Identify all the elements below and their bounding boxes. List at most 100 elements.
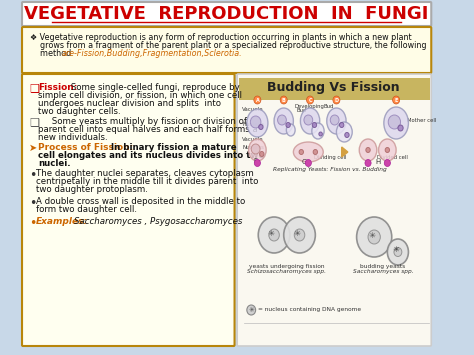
Text: Replicating Yeasts: Fission vs. Budding: Replicating Yeasts: Fission vs. Budding bbox=[273, 167, 387, 172]
Circle shape bbox=[260, 152, 264, 157]
Text: = nucleus containing DNA genome: = nucleus containing DNA genome bbox=[258, 307, 361, 312]
Ellipse shape bbox=[293, 142, 323, 162]
Text: ✳: ✳ bbox=[248, 307, 254, 313]
Text: Mother cell: Mother cell bbox=[407, 118, 436, 123]
Circle shape bbox=[247, 305, 255, 315]
Text: Saccharomyces spp.: Saccharomyces spp. bbox=[353, 269, 413, 274]
Ellipse shape bbox=[248, 139, 266, 161]
Text: In binary fission a mature: In binary fission a mature bbox=[111, 143, 237, 152]
Ellipse shape bbox=[379, 139, 396, 161]
Ellipse shape bbox=[247, 109, 268, 137]
Text: ❑: ❑ bbox=[29, 117, 39, 127]
Circle shape bbox=[384, 159, 391, 166]
Circle shape bbox=[398, 125, 403, 131]
Text: ✳: ✳ bbox=[368, 230, 375, 240]
Text: A: A bbox=[255, 98, 259, 103]
Circle shape bbox=[394, 247, 402, 257]
Text: E: E bbox=[394, 98, 398, 103]
Circle shape bbox=[254, 96, 261, 104]
Text: nuclei.: nuclei. bbox=[38, 159, 71, 168]
Text: simple cell division, or fission, in which one cell: simple cell division, or fission, in whi… bbox=[38, 91, 242, 100]
Ellipse shape bbox=[258, 217, 290, 253]
Text: Dividing cell: Dividing cell bbox=[314, 155, 347, 160]
Ellipse shape bbox=[274, 108, 293, 134]
Text: yeasts undergoing fission: yeasts undergoing fission bbox=[248, 264, 324, 269]
Text: ✳: ✳ bbox=[268, 229, 275, 237]
Text: Schizosaccharomyces spp.: Schizosaccharomyces spp. bbox=[247, 269, 326, 274]
Text: centripetally in the middle till it divides parent  into: centripetally in the middle till it divi… bbox=[36, 177, 258, 186]
Text: two daughter cells.: two daughter cells. bbox=[38, 107, 120, 116]
Text: Process of Fission:: Process of Fission: bbox=[38, 143, 133, 152]
Text: •: • bbox=[29, 217, 36, 230]
Text: form two daughter cell.: form two daughter cell. bbox=[36, 205, 137, 214]
Circle shape bbox=[368, 230, 380, 244]
Ellipse shape bbox=[301, 108, 320, 134]
Text: parent cell into equal halves and each half forms a: parent cell into equal halves and each h… bbox=[38, 125, 257, 134]
Text: F: F bbox=[253, 158, 257, 164]
Text: Saccharomyces , Psygosaccharomyces: Saccharomyces , Psygosaccharomyces bbox=[74, 217, 242, 226]
Circle shape bbox=[345, 132, 349, 137]
Text: Some single-celled fungi, reproduce by: Some single-celled fungi, reproduce by bbox=[68, 83, 239, 92]
Text: ❑: ❑ bbox=[29, 83, 39, 93]
Text: grows from a fragment of the parent plant or a specialized reproductive structur: grows from a fragment of the parent plan… bbox=[30, 41, 427, 50]
Text: G: G bbox=[301, 159, 307, 165]
Circle shape bbox=[330, 115, 339, 125]
Text: two daughter protoplasm.: two daughter protoplasm. bbox=[36, 185, 148, 194]
Circle shape bbox=[385, 147, 390, 153]
Text: Examples:: Examples: bbox=[36, 217, 88, 226]
Text: H: H bbox=[375, 159, 380, 165]
Text: budding yeasts: budding yeasts bbox=[360, 264, 406, 269]
Text: are-Fission,Budding,Fragmentation,Sclerotia.: are-Fission,Budding,Fragmentation,Sclero… bbox=[62, 49, 242, 58]
FancyBboxPatch shape bbox=[239, 78, 429, 100]
Text: Vacuole: Vacuole bbox=[243, 107, 264, 112]
Circle shape bbox=[312, 122, 317, 127]
Circle shape bbox=[269, 229, 279, 241]
Circle shape bbox=[305, 159, 311, 166]
Text: B: B bbox=[282, 98, 286, 103]
Text: Some yeasts multiply by fission or division of: Some yeasts multiply by fission or divis… bbox=[38, 117, 247, 126]
Text: Bud: Bud bbox=[296, 108, 306, 113]
Ellipse shape bbox=[359, 139, 377, 161]
FancyBboxPatch shape bbox=[237, 74, 431, 346]
Ellipse shape bbox=[286, 124, 295, 136]
Ellipse shape bbox=[327, 108, 346, 134]
Ellipse shape bbox=[284, 217, 315, 253]
Text: undergoes nuclear division and splits  into: undergoes nuclear division and splits in… bbox=[38, 99, 221, 108]
Text: Vacuole: Vacuole bbox=[243, 137, 264, 142]
Text: •: • bbox=[29, 169, 36, 182]
Circle shape bbox=[319, 132, 322, 136]
Text: ❖ Vegetative reproduction is any form of reproduction occurring in plants in whi: ❖ Vegetative reproduction is any form of… bbox=[30, 33, 411, 42]
Circle shape bbox=[333, 96, 340, 104]
Text: VEGETATIVE  REPRODUCTION  IN  FUNGI: VEGETATIVE REPRODUCTION IN FUNGI bbox=[25, 5, 429, 23]
Polygon shape bbox=[342, 147, 348, 157]
Text: Fission:: Fission: bbox=[38, 83, 77, 92]
Text: •: • bbox=[29, 197, 36, 210]
FancyBboxPatch shape bbox=[22, 2, 431, 26]
Circle shape bbox=[294, 229, 305, 241]
Ellipse shape bbox=[312, 123, 324, 139]
Text: Nucleus: Nucleus bbox=[243, 122, 264, 127]
Text: Developing: Developing bbox=[294, 104, 324, 109]
Circle shape bbox=[313, 149, 318, 154]
Text: Bud: Bud bbox=[323, 104, 334, 109]
Text: cell elongates and its nucleus divides into two: cell elongates and its nucleus divides i… bbox=[38, 151, 264, 160]
Circle shape bbox=[388, 115, 401, 129]
Circle shape bbox=[304, 115, 313, 125]
Circle shape bbox=[259, 125, 263, 130]
Ellipse shape bbox=[356, 217, 392, 257]
Circle shape bbox=[392, 96, 400, 104]
Circle shape bbox=[366, 147, 370, 153]
Ellipse shape bbox=[387, 239, 409, 265]
Circle shape bbox=[339, 122, 344, 127]
Text: new individuals.: new individuals. bbox=[38, 133, 108, 142]
FancyBboxPatch shape bbox=[22, 27, 431, 73]
Circle shape bbox=[278, 115, 286, 125]
Text: D: D bbox=[335, 98, 338, 103]
Text: Divided cell: Divided cell bbox=[377, 155, 408, 160]
Text: ✳: ✳ bbox=[392, 246, 400, 255]
Text: method: method bbox=[30, 49, 73, 58]
Ellipse shape bbox=[384, 107, 409, 139]
Text: ➤: ➤ bbox=[29, 143, 37, 153]
Circle shape bbox=[365, 159, 371, 166]
Text: C: C bbox=[308, 98, 312, 103]
